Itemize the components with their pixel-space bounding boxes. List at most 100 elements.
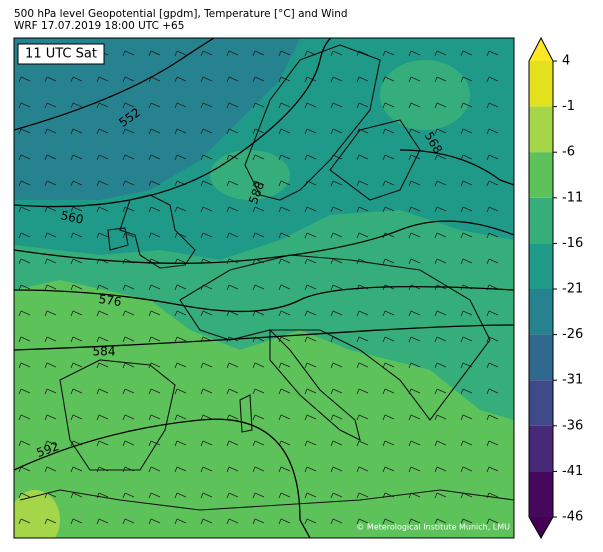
wind-barb bbox=[382, 336, 395, 343]
wind-barb bbox=[200, 76, 213, 83]
wind-barb bbox=[486, 466, 499, 473]
wind-barb bbox=[122, 102, 135, 109]
wind-barb bbox=[44, 128, 57, 135]
wind-barb bbox=[148, 232, 161, 239]
wind-barb bbox=[148, 50, 161, 57]
wind-barb bbox=[44, 102, 57, 109]
field bbox=[14, 490, 60, 538]
wind-barb bbox=[382, 414, 395, 421]
wind-barb bbox=[44, 466, 57, 473]
colorbar-tick-label: -46 bbox=[562, 510, 583, 525]
wind-barb bbox=[226, 206, 239, 213]
wind-barb bbox=[96, 76, 109, 83]
wind-barb bbox=[356, 492, 369, 499]
wind-barb bbox=[96, 518, 109, 525]
wind-barb bbox=[70, 258, 83, 265]
wind-barb bbox=[70, 102, 83, 109]
wind-barb bbox=[18, 310, 31, 317]
wind-barb bbox=[408, 466, 421, 473]
wind-barb bbox=[148, 180, 161, 187]
wind-barb bbox=[200, 414, 213, 421]
wind-barb bbox=[434, 258, 447, 265]
subtitle: WRF 17.07.2019 18:00 UTC +65 bbox=[14, 20, 184, 32]
wind-barb bbox=[96, 414, 109, 421]
wind-barb bbox=[122, 154, 135, 161]
wind-barb bbox=[122, 336, 135, 343]
contour-label: 576 bbox=[98, 292, 123, 309]
wind-barb bbox=[70, 180, 83, 187]
wind-barb bbox=[70, 336, 83, 343]
wind-barb bbox=[434, 336, 447, 343]
colorbar-tick-label: -16 bbox=[562, 236, 583, 251]
wind-barb bbox=[44, 362, 57, 369]
wind-barb bbox=[96, 128, 109, 135]
wind-barb bbox=[148, 414, 161, 421]
wind-barb bbox=[122, 50, 135, 57]
wind-barb bbox=[330, 180, 343, 187]
wind-barb bbox=[408, 102, 421, 109]
wind-barb bbox=[18, 154, 31, 161]
colorbar-bin bbox=[529, 380, 553, 426]
wind-barb bbox=[226, 518, 239, 525]
wind-barb bbox=[486, 180, 499, 187]
field bbox=[380, 60, 470, 130]
wind-barb bbox=[434, 310, 447, 317]
wind-barb bbox=[486, 414, 499, 421]
wind-barb bbox=[408, 180, 421, 187]
wind-barb bbox=[408, 76, 421, 83]
wind-barb bbox=[434, 180, 447, 187]
wind-barb bbox=[174, 102, 187, 109]
wind-barb bbox=[408, 518, 421, 525]
colorbar-tick-label: -41 bbox=[562, 464, 583, 479]
wind-barb bbox=[382, 128, 395, 135]
wind-barb bbox=[382, 50, 395, 57]
wind-barb bbox=[330, 414, 343, 421]
wind-barb bbox=[460, 336, 473, 343]
wind-barb bbox=[18, 284, 31, 291]
wind-barb bbox=[70, 388, 83, 395]
colorbar-tick-label: -26 bbox=[562, 327, 583, 342]
wind-barb bbox=[174, 492, 187, 499]
wind-barb bbox=[356, 102, 369, 109]
wind-barb bbox=[486, 154, 499, 161]
wind-barb bbox=[356, 414, 369, 421]
wind-barb bbox=[486, 388, 499, 395]
wind-barb bbox=[382, 388, 395, 395]
wind-barb bbox=[200, 50, 213, 57]
wind-barb bbox=[122, 284, 135, 291]
wind-barb bbox=[486, 76, 499, 83]
wind-barb bbox=[174, 466, 187, 473]
wind-barb bbox=[460, 258, 473, 265]
wind-barb bbox=[148, 336, 161, 343]
colorbar-bin bbox=[529, 289, 553, 335]
wind-barb bbox=[278, 284, 291, 291]
wind-barb bbox=[460, 180, 473, 187]
wind-barb bbox=[330, 492, 343, 499]
wind-barb bbox=[200, 310, 213, 317]
wind-barb bbox=[382, 206, 395, 213]
wind-barb bbox=[408, 336, 421, 343]
wind-barb bbox=[356, 466, 369, 473]
wind-barb bbox=[148, 154, 161, 161]
wind-barb bbox=[460, 388, 473, 395]
wind-barb bbox=[70, 518, 83, 525]
wind-barb bbox=[96, 388, 109, 395]
wind-barb bbox=[278, 206, 291, 213]
wind-barb bbox=[174, 128, 187, 135]
wind-barb bbox=[18, 180, 31, 187]
wind-barb bbox=[382, 310, 395, 317]
wind-barb bbox=[226, 180, 239, 187]
wind-barb bbox=[330, 206, 343, 213]
wind-barb bbox=[200, 388, 213, 395]
wind-barb bbox=[44, 76, 57, 83]
wind-barb bbox=[434, 76, 447, 83]
colorbar-tick-label: -21 bbox=[562, 282, 583, 297]
wind-barb bbox=[96, 492, 109, 499]
wind-barb bbox=[174, 50, 187, 57]
wind-barb bbox=[278, 258, 291, 265]
wind-barb bbox=[304, 362, 317, 369]
wind-barb bbox=[200, 518, 213, 525]
wind-barb bbox=[226, 388, 239, 395]
wind-barb bbox=[70, 466, 83, 473]
